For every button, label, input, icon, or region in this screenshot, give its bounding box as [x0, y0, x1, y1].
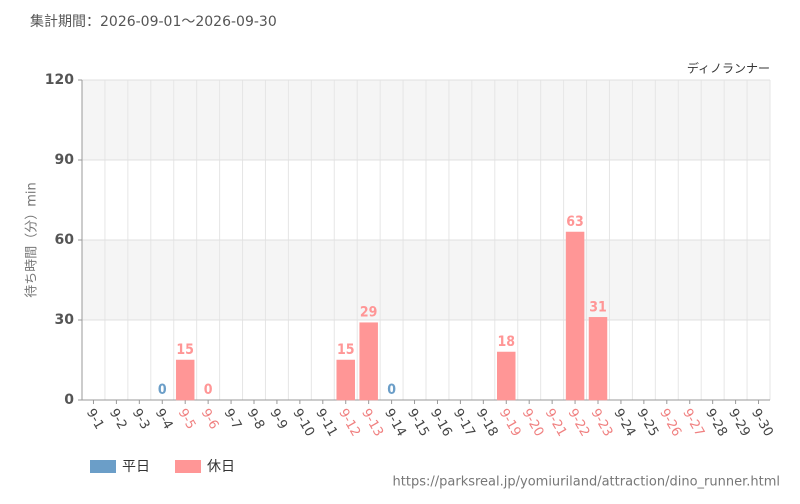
x-tick-label: 9-1 [83, 406, 107, 432]
source-url: https://parksreal.jp/yomiuriland/attract… [393, 475, 780, 490]
y-tick-label: 90 [55, 152, 75, 168]
x-tick-label: 9-8 [244, 406, 268, 432]
x-tick-label: 9-12 [335, 406, 363, 439]
bar [565, 231, 585, 401]
x-tick-label: 9-28 [702, 406, 730, 439]
x-tick-label: 9-6 [198, 406, 222, 432]
bar [336, 359, 355, 401]
legend-swatch [90, 460, 116, 473]
data-label: 31 [589, 299, 607, 315]
data-label: 0 [387, 382, 396, 398]
y-tick-label: 30 [55, 312, 75, 328]
data-label: 15 [176, 342, 194, 358]
y-axis-label: 待ち時間（分）min [25, 182, 40, 298]
data-label: 63 [566, 214, 584, 230]
x-tick-label: 9-30 [748, 406, 776, 439]
data-label: 0 [158, 382, 167, 398]
x-tick-label: 9-10 [289, 406, 317, 439]
bar [175, 359, 195, 401]
chart-subtitle: 集計期間：2026-09-01～2026-09-30 [30, 13, 277, 30]
legend-label: 平日 [122, 459, 150, 475]
x-tick-label: 9-14 [381, 406, 409, 439]
x-tick-label: 9-2 [106, 406, 130, 432]
x-tick-label: 9-7 [221, 406, 245, 432]
x-tick-label: 9-21 [542, 406, 570, 439]
legend-label: 休日 [207, 459, 235, 475]
x-tick-label: 9-9 [266, 406, 290, 432]
bar [359, 322, 378, 401]
y-tick-label: 60 [55, 232, 75, 248]
x-tick-label: 9-18 [473, 406, 501, 439]
x-tick-label: 9-22 [565, 406, 593, 439]
y-tick-label: 120 [45, 72, 74, 88]
chart-title: ディノランナー [687, 61, 770, 76]
x-tick-label: 9-23 [588, 406, 616, 439]
x-tick-label: 9-19 [496, 406, 524, 439]
x-tick-label: 9-17 [450, 406, 478, 439]
x-tick-label: 9-3 [129, 406, 153, 432]
data-label: 15 [337, 342, 355, 358]
y-tick-label: 0 [64, 392, 74, 408]
x-tick-label: 9-16 [427, 406, 455, 439]
x-tick-label: 9-20 [519, 406, 547, 439]
x-tick-label: 9-13 [358, 406, 386, 439]
x-tick-label: 9-25 [633, 406, 661, 439]
x-tick-label: 9-29 [725, 406, 753, 439]
x-tick-label: 9-24 [610, 406, 638, 439]
x-tick-label: 9-4 [152, 406, 176, 432]
x-tick-label: 9-26 [656, 406, 684, 439]
x-tick-label: 9-27 [679, 406, 707, 439]
bar [588, 317, 608, 401]
x-tick-label: 9-5 [175, 406, 199, 432]
data-label: 18 [498, 334, 516, 350]
legend-swatch [175, 460, 201, 473]
data-label: 0 [204, 382, 213, 398]
data-label: 29 [360, 305, 378, 321]
x-tick-label: 9-11 [312, 406, 340, 439]
bar [497, 351, 516, 401]
x-tick-label: 9-15 [404, 406, 432, 439]
